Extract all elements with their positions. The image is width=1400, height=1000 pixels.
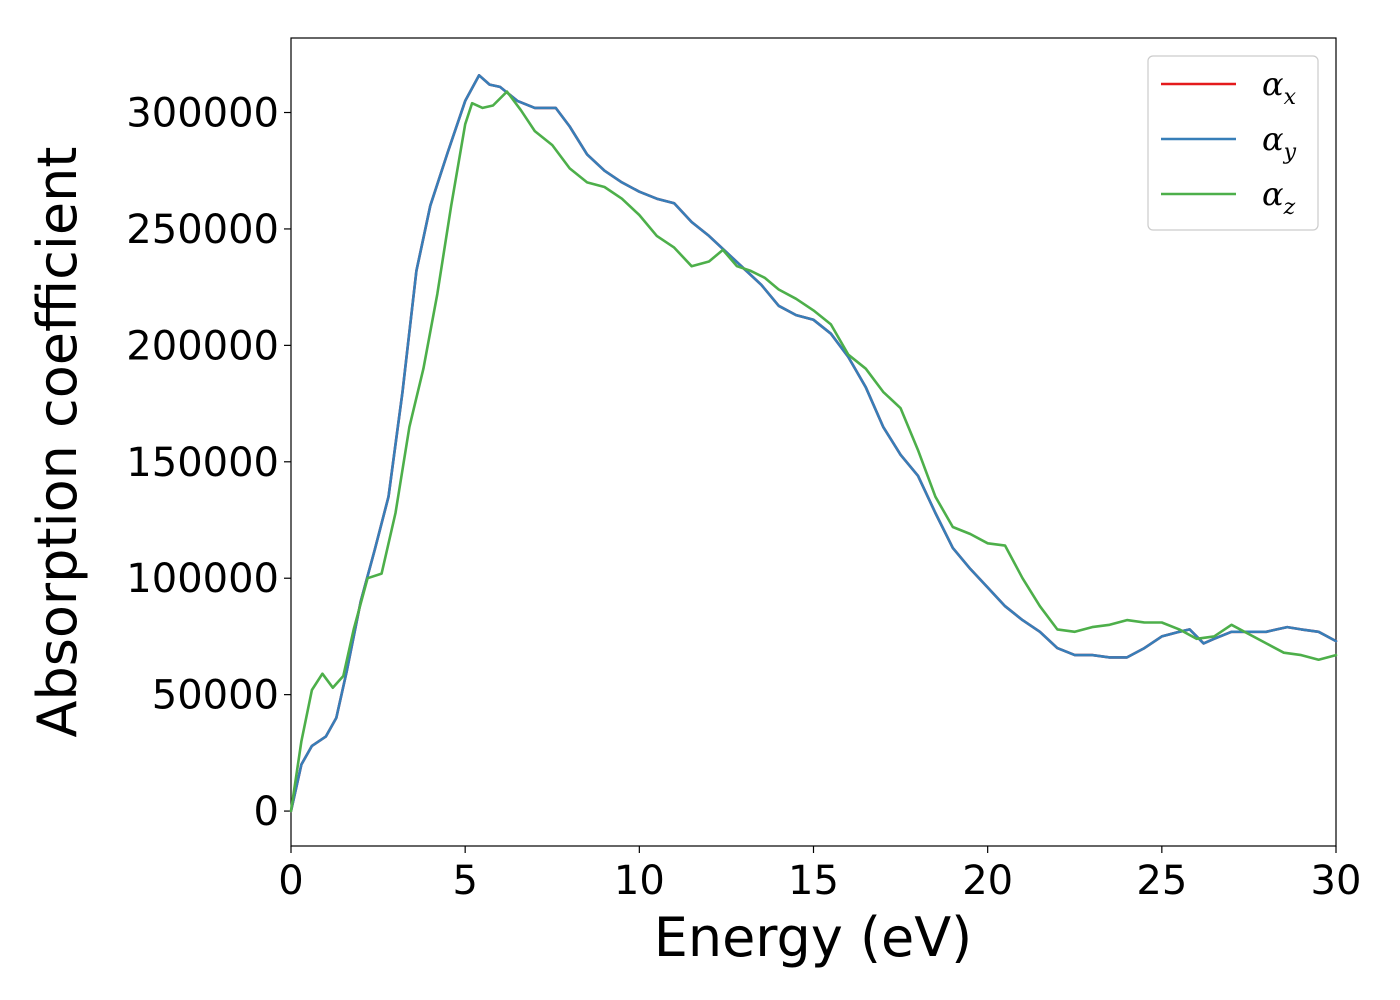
series-line-y xyxy=(289,74,1338,813)
y-tick-label: 100000 xyxy=(126,556,279,602)
y-axis-label: Absorption coefficient xyxy=(26,147,89,738)
ticks-layer: 0 5 10 15 20 25 30 0 50000 100000 150000 200000 2500… xyxy=(126,91,1361,904)
x-tick-label: 5 xyxy=(452,858,477,904)
legend-label-x: αx xyxy=(1262,65,1297,110)
x-tick-label: 25 xyxy=(1136,858,1187,904)
x-axis-label: Energy (eV) xyxy=(654,906,973,969)
legend: αx αy αz xyxy=(1147,55,1319,231)
x-tick-label: 15 xyxy=(788,858,839,904)
y-tick-label: 50000 xyxy=(152,673,279,719)
x-tick-label: 10 xyxy=(614,858,665,904)
legend-frame xyxy=(1147,55,1319,231)
x-tick-label: 20 xyxy=(962,858,1013,904)
x-tick-label: 30 xyxy=(1311,858,1362,904)
series-layer xyxy=(289,74,1338,813)
legend-label-z: αz xyxy=(1262,175,1296,220)
y-tick-label: 0 xyxy=(254,789,279,835)
legend-label-y: αy xyxy=(1262,120,1297,165)
y-tick-label: 200000 xyxy=(126,323,279,369)
series-line-z xyxy=(289,90,1338,813)
y-tick-label: 150000 xyxy=(126,440,279,486)
y-tick-label: 250000 xyxy=(126,207,279,253)
x-tick-label: 0 xyxy=(278,858,303,904)
y-tick-label: 300000 xyxy=(126,91,279,137)
